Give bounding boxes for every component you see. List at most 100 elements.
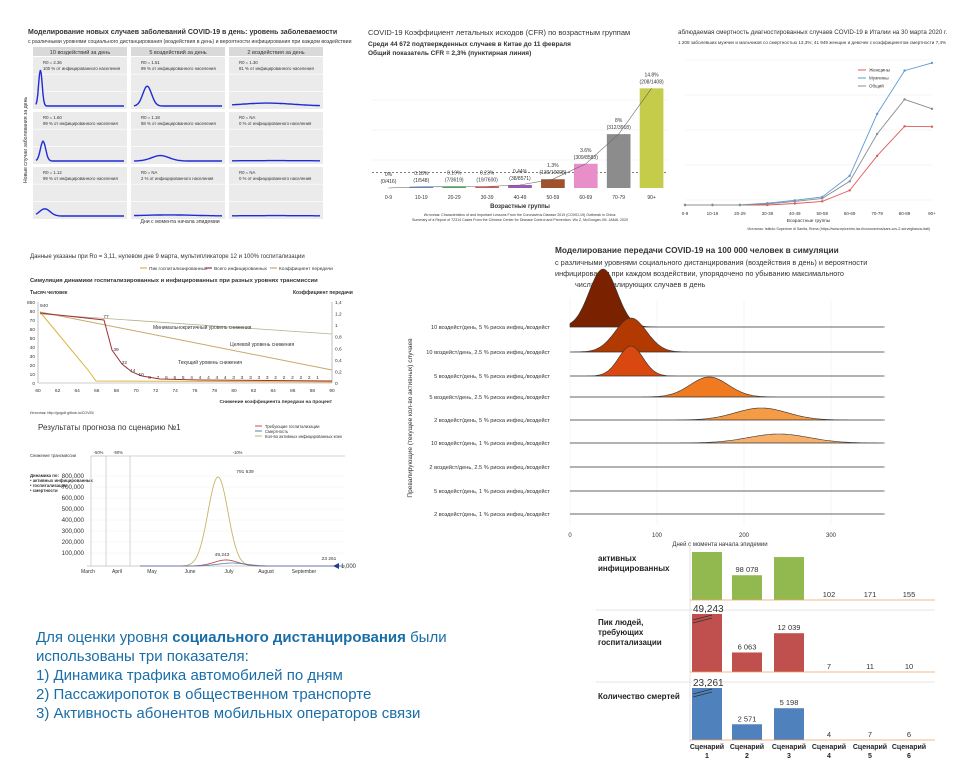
- row-label: 2 воздейст/день, 5 % риска инфец./воздей…: [434, 417, 550, 424]
- facet: [131, 167, 225, 219]
- legend-label: Смертность: [265, 429, 289, 434]
- x-tick-label: 78: [212, 388, 218, 394]
- axis-break: [692, 688, 713, 695]
- dynamics-label: • смертности: [30, 488, 58, 493]
- point: [903, 98, 906, 101]
- point-label: 3: [266, 375, 269, 381]
- facet: [229, 112, 323, 164]
- bar: [774, 557, 804, 600]
- x-tick-label: 60-69: [579, 195, 592, 201]
- column-header: 10 воздействий за день: [50, 49, 111, 56]
- series-line: [685, 98, 933, 206]
- point: [738, 203, 742, 207]
- epi-curve: [134, 154, 222, 162]
- x-tick-label: 80: [231, 388, 237, 394]
- row-title-box: Пик людей, требующих госпитализации: [598, 618, 662, 647]
- y-tick-label: 20: [30, 363, 36, 369]
- y-tick-label: 30: [30, 354, 36, 360]
- panel-title: Результаты прогноза по сценарию №1: [38, 423, 181, 432]
- y-tick-label: 700,000: [62, 484, 85, 491]
- value-label: 155: [903, 590, 916, 599]
- facet: [229, 167, 323, 219]
- legend-label: Коэффициент передачи: [279, 266, 333, 272]
- point: [848, 180, 851, 183]
- y-tick-label: 40: [30, 345, 36, 351]
- coefficient-curve: [39, 313, 333, 335]
- x-tick-label: 20-29: [734, 211, 746, 216]
- point-label: 5: [182, 375, 185, 381]
- row-label: 2 воздейст/день, 2.5 % риска инфец./возд…: [429, 464, 550, 471]
- y-tick-label: 10: [30, 372, 36, 378]
- ridge: [570, 433, 884, 444]
- point-label: 77: [103, 314, 109, 320]
- x-tick-label: July: [225, 569, 234, 575]
- point: [875, 112, 879, 116]
- point-label: 2: [291, 375, 294, 381]
- x-tick-label: 68: [114, 388, 120, 394]
- x-tick-label: 30-39: [762, 211, 774, 216]
- axis-break: [692, 617, 713, 624]
- facet-r0: R0 = NA: [239, 115, 255, 120]
- legend-label: Женщины: [869, 68, 890, 73]
- source: Источник: http://gogolt.github.io/COVID/: [30, 411, 94, 415]
- reduction-label: -50%: [94, 450, 104, 455]
- x-tick-label: 80-89: [899, 211, 911, 216]
- value-note: (130/10008): [539, 170, 566, 176]
- value-label: 49,243: [693, 604, 724, 615]
- x-tick-label: 30-39: [481, 195, 494, 201]
- bar: [774, 633, 804, 672]
- point: [930, 107, 934, 111]
- point-label: 8: [148, 375, 151, 381]
- strip: [131, 47, 225, 56]
- y-tick-label: 70: [30, 318, 36, 324]
- item: 2) Пассажиропоток в общественном транспо…: [36, 686, 372, 703]
- y-axis-label: Превалирующие (текущее кол-во активных) …: [407, 338, 414, 498]
- point: [903, 69, 906, 72]
- annotation: Минимальнокритичный уровень снижения: [153, 324, 252, 331]
- panel-subtitle: числа превалирующих случаев в день: [575, 280, 706, 289]
- bar: [409, 186, 434, 188]
- x-tick-label: 0-9: [682, 211, 689, 216]
- x-tick-label: 20-29: [448, 195, 461, 201]
- point: [848, 189, 851, 192]
- x-tick-label: 60: [35, 388, 41, 394]
- value-note: (7/3619): [445, 178, 464, 184]
- facet-share: 88 % от инфицированного населения: [141, 121, 216, 126]
- facet-r0: R0 = 1.51: [141, 60, 160, 65]
- x-tick-label: 90+: [647, 195, 656, 201]
- x-tick-label: 84: [271, 388, 277, 394]
- y-axis-title: Коэффициент передачи: [293, 289, 353, 296]
- x-tick-label-box: Сценарий 4: [812, 744, 846, 760]
- x-tick-label: 200: [739, 533, 750, 539]
- source: Источник: Istituto Superiore di Sanita, …: [747, 227, 930, 231]
- point-label: 2: [283, 375, 286, 381]
- y-tick-label: 200,000: [62, 539, 85, 546]
- point: [821, 197, 824, 200]
- point: [875, 132, 879, 136]
- y2-tick-label: 0,2: [335, 369, 342, 375]
- point: [930, 61, 934, 65]
- value-note: (38/8571): [509, 176, 531, 182]
- point: [711, 203, 714, 207]
- value-label: 6 063: [738, 642, 757, 651]
- x-tick-label: 82: [251, 388, 257, 394]
- value-label: 0.19%: [447, 171, 462, 177]
- strip: [33, 47, 127, 56]
- source: Summary of a Report of 72314 Cases From …: [412, 218, 628, 222]
- row-title-box: Количество смертей: [598, 692, 680, 701]
- row-title-box: активных инфицированных: [598, 554, 669, 573]
- bar: [541, 179, 565, 188]
- point-label: 4: [190, 375, 193, 381]
- axis-break: [692, 614, 713, 621]
- point-label: 2: [299, 375, 302, 381]
- x-tick-label: 10-19: [707, 211, 719, 216]
- point-label: 39: [113, 347, 119, 353]
- epi-curve: [133, 214, 223, 217]
- y-tick-label: 850: [27, 300, 35, 306]
- point-label: 14: [130, 368, 136, 374]
- y-axis-label: Новые случаи заболевания за день: [23, 97, 29, 184]
- x-tick-label: 74: [173, 388, 179, 394]
- bar: [508, 185, 532, 188]
- x-axis-label: Снижение коэффициента передачи на процен…: [219, 398, 332, 405]
